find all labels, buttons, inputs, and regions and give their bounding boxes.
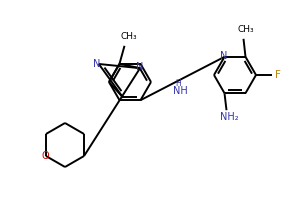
Text: NH₂: NH₂ <box>220 112 239 122</box>
Text: N: N <box>93 59 100 69</box>
Text: H: H <box>176 79 182 88</box>
Text: CH₃: CH₃ <box>237 25 254 34</box>
Text: N: N <box>220 51 227 61</box>
Text: O: O <box>41 151 49 161</box>
Text: F: F <box>275 70 281 80</box>
Text: NH: NH <box>173 86 188 96</box>
Text: N: N <box>136 62 144 72</box>
Text: CH₃: CH₃ <box>120 32 137 41</box>
